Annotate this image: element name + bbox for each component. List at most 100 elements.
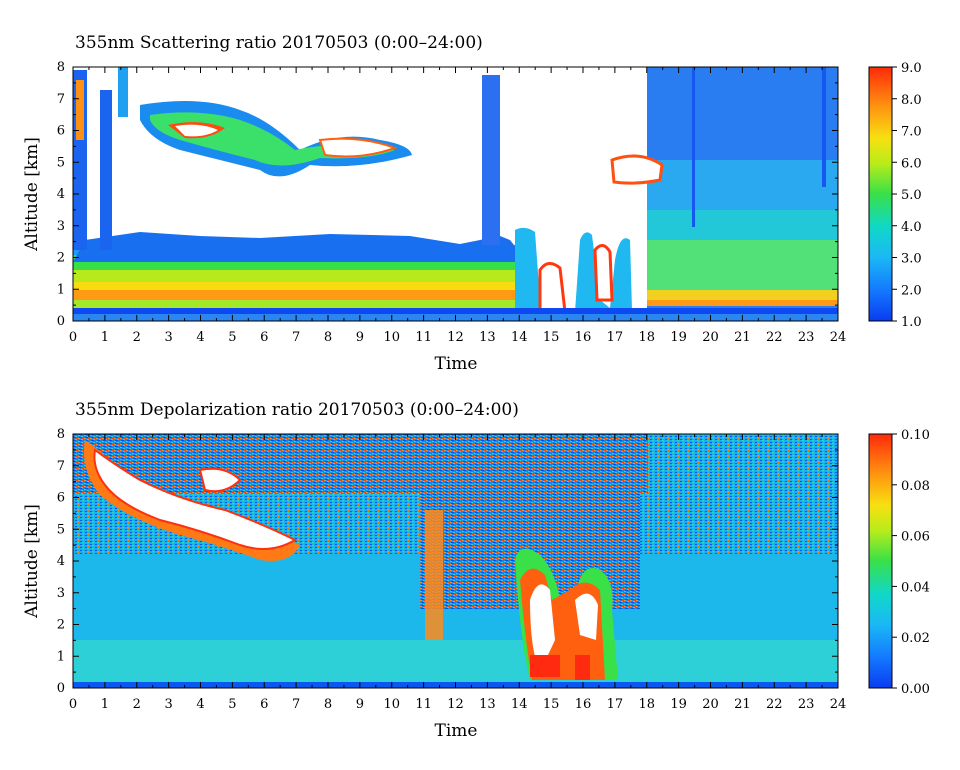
x-tick-label: 5 [228, 330, 236, 345]
y-tick-label: 3 [57, 586, 65, 601]
x-axis-label: Time [435, 354, 478, 374]
x-tick-label: 24 [830, 697, 847, 712]
colorbar-tick-label: 0.00 [901, 682, 930, 697]
x-tick-label: 6 [260, 330, 268, 345]
y-axis-label: Altitude [km] [22, 504, 42, 619]
x-tick-label: 22 [766, 330, 783, 345]
y-axis: 0 1 2 3 4 5 6 7 8 [57, 60, 838, 329]
colorbar-tick-label: 7.0 [901, 125, 922, 140]
x-tick-label: 9 [356, 697, 364, 712]
x-tick-label: 13 [479, 697, 496, 712]
colorbar-tick-label: 0.10 [901, 428, 930, 443]
y-tick-label: 2 [57, 251, 65, 266]
x-tick-label: 1 [101, 330, 109, 345]
x-tick-label: 13 [479, 330, 496, 345]
x-tick-label: 12 [447, 330, 464, 345]
x-tick-label: 18 [638, 330, 655, 345]
x-tick-label: 18 [638, 697, 655, 712]
y-tick-label: 8 [57, 427, 65, 442]
y-tick-label: 7 [57, 92, 65, 107]
depolarization-ratio-heatmap [73, 434, 838, 688]
colorbar [868, 433, 893, 689]
x-tick-label: 5 [228, 697, 236, 712]
x-tick-label: 21 [734, 697, 751, 712]
depolarization-ratio-title: 355nm Depolarization ratio 20170503 (0:0… [75, 400, 519, 420]
colorbar-tick-label: 0.04 [901, 580, 930, 595]
colorbar-tick-label: 0.08 [901, 479, 930, 494]
x-tick-label: 17 [607, 330, 624, 345]
y-axis-label: Altitude [km] [22, 137, 42, 252]
y-tick-label: 3 [57, 219, 65, 234]
y-tick-label: 8 [57, 60, 65, 75]
x-tick-label: 19 [670, 697, 687, 712]
x-tick-label: 10 [383, 330, 400, 345]
x-tick-label: 4 [196, 697, 204, 712]
x-tick-label: 7 [292, 330, 300, 345]
x-tick-label: 7 [292, 697, 300, 712]
x-tick-label: 19 [670, 330, 687, 345]
x-tick-label: 10 [383, 697, 400, 712]
x-tick-label: 3 [164, 330, 172, 345]
colorbar-tick-label: 1.0 [901, 315, 922, 330]
colorbar-tick-label: 4.0 [901, 220, 922, 235]
y-axis: 0 1 2 3 4 5 6 7 8 [57, 427, 838, 696]
colorbar-tick-label: 9.0 [901, 61, 922, 76]
y-tick-label: 0 [57, 314, 65, 329]
x-tick-label: 3 [164, 697, 172, 712]
x-tick-label: 2 [133, 330, 141, 345]
y-tick-label: 5 [57, 522, 65, 537]
x-tick-label: 17 [607, 697, 624, 712]
x-tick-label: 15 [543, 697, 560, 712]
x-tick-label: 23 [798, 697, 815, 712]
x-tick-label: 4 [196, 330, 204, 345]
x-tick-label: 8 [324, 330, 332, 345]
colorbar [868, 66, 893, 322]
x-axis-label: Time [435, 721, 478, 741]
x-tick-label: 20 [702, 330, 719, 345]
y-tick-label: 4 [57, 187, 65, 202]
x-tick-label: 16 [575, 697, 592, 712]
x-tick-label: 21 [734, 330, 751, 345]
x-tick-label: 11 [415, 697, 432, 712]
x-tick-label: 16 [575, 330, 592, 345]
colorbar-tick-label: 0.06 [901, 530, 930, 545]
y-tick-label: 2 [57, 618, 65, 633]
x-axis: 0 1 2 3 4 5 6 7 8 9 10 11 12 13 14 15 16 17 18 19 20 21 22 23 24 [69, 67, 846, 345]
x-tick-label: 0 [69, 697, 77, 712]
x-tick-label: 0 [69, 330, 77, 345]
x-tick-label: 14 [511, 330, 528, 345]
colorbar-tick-label: 5.0 [901, 188, 922, 203]
x-tick-label: 23 [798, 330, 815, 345]
colorbar-tick-label: 3.0 [901, 252, 922, 267]
x-axis: 0 1 2 3 4 5 6 7 8 9 10 11 12 13 14 15 16 17 18 19 20 21 22 23 24 [69, 434, 846, 712]
colorbar-tick-label: 6.0 [901, 156, 922, 171]
x-tick-label: 22 [766, 697, 783, 712]
y-tick-label: 0 [57, 681, 65, 696]
x-tick-label: 6 [260, 697, 268, 712]
scattering-ratio-panel: 355nm Scattering ratio 20170503 (0:00–24… [22, 33, 922, 374]
x-tick-label: 9 [356, 330, 364, 345]
colorbar-tick-label: 8.0 [901, 93, 922, 108]
colorbar-tick-label: 2.0 [901, 283, 922, 298]
y-tick-label: 1 [57, 282, 65, 297]
x-tick-label: 14 [511, 697, 528, 712]
colorbar-ticks: 0.00 0.02 0.04 0.06 0.08 0.10 [892, 428, 930, 697]
x-tick-label: 15 [543, 330, 560, 345]
y-tick-label: 6 [57, 491, 65, 506]
colorbar-ticks: 1.0 2.0 3.0 4.0 5.0 6.0 7.0 8.0 9.0 [892, 61, 922, 330]
x-tick-label: 11 [415, 330, 432, 345]
y-tick-label: 7 [57, 459, 65, 474]
scattering-ratio-heatmap [73, 67, 838, 321]
y-tick-label: 1 [57, 649, 65, 664]
y-tick-label: 6 [57, 124, 65, 139]
x-tick-label: 2 [133, 697, 141, 712]
x-tick-label: 1 [101, 697, 109, 712]
x-tick-label: 12 [447, 697, 464, 712]
x-tick-label: 8 [324, 697, 332, 712]
scattering-ratio-title: 355nm Scattering ratio 20170503 (0:00–24… [75, 33, 483, 53]
x-tick-label: 24 [830, 330, 847, 345]
y-tick-label: 5 [57, 155, 65, 170]
colorbar-tick-label: 0.02 [901, 631, 930, 646]
depolarization-ratio-panel: 355nm Depolarization ratio 20170503 (0:0… [22, 400, 930, 741]
